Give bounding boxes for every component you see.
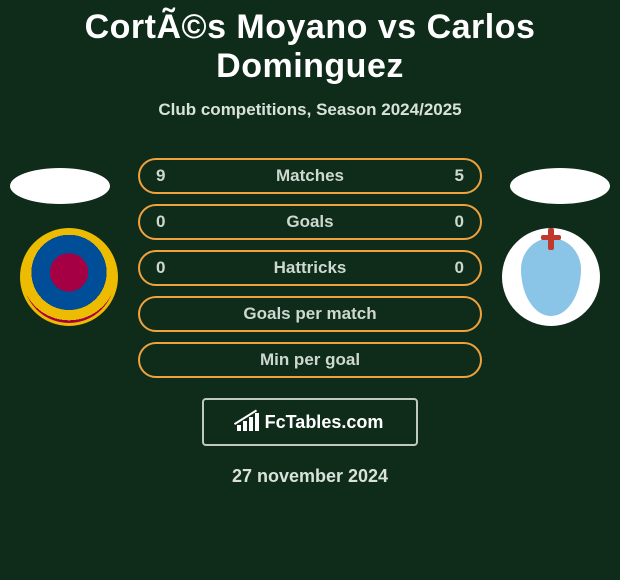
snapshot-date: 27 november 2024 (0, 466, 620, 487)
stat-row-goals-per-match: Goals per match (138, 296, 482, 332)
stat-right-value: 0 (434, 212, 464, 232)
stat-right-value: 0 (434, 258, 464, 278)
stat-left-value: 0 (156, 258, 186, 278)
branding-text: FcTables.com (265, 412, 384, 433)
celta-shield-icon (521, 238, 581, 316)
bar-chart-icon (237, 413, 259, 431)
stat-label: Hattricks (186, 258, 434, 278)
branding-badge[interactable]: FcTables.com (202, 398, 418, 446)
stat-left-value: 9 (156, 166, 186, 186)
comparison-panel: 9 Matches 5 0 Goals 0 0 Hattricks 0 Goal… (0, 158, 620, 487)
stat-label: Goals per match (186, 304, 434, 324)
stat-rows: 9 Matches 5 0 Goals 0 0 Hattricks 0 Goal… (138, 158, 482, 378)
stat-label: Goals (186, 212, 434, 232)
stat-right-value: 5 (434, 166, 464, 186)
player-photo-placeholder-right (510, 168, 610, 204)
stat-label: Matches (186, 166, 434, 186)
club-logo-right (502, 228, 600, 326)
stat-left-value: 0 (156, 212, 186, 232)
stat-row-matches: 9 Matches 5 (138, 158, 482, 194)
season-subtitle: Club competitions, Season 2024/2025 (0, 100, 620, 120)
player-photo-placeholder-left (10, 168, 110, 204)
stat-row-goals: 0 Goals 0 (138, 204, 482, 240)
page-title: CortÃ©s Moyano vs Carlos Dominguez (0, 0, 620, 86)
stat-row-hattricks: 0 Hattricks 0 (138, 250, 482, 286)
club-logo-left (20, 228, 118, 326)
stat-label: Min per goal (186, 350, 434, 370)
stat-row-min-per-goal: Min per goal (138, 342, 482, 378)
